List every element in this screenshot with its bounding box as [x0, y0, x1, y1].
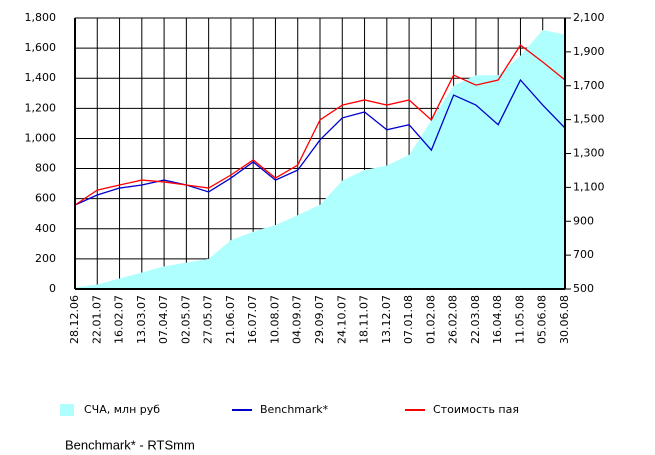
x-tick-label: 21.06.07 — [224, 295, 237, 344]
legend-label: Стоимость пая — [433, 403, 519, 416]
y-tick-label: 1,600 — [25, 41, 57, 54]
y2-tick-label: 1,300 — [573, 147, 605, 160]
y2-tick-label: 700 — [573, 248, 594, 261]
y2-tick-label: 1,700 — [573, 79, 605, 92]
y-tick-label: 400 — [35, 222, 56, 235]
legend-swatch — [60, 404, 74, 416]
x-tick-label: 04.09.07 — [291, 295, 304, 344]
x-tick-label: 27.05.07 — [202, 295, 215, 344]
y-tick-label: 1,400 — [25, 71, 57, 84]
y2-tick-label: 1,500 — [573, 113, 605, 126]
x-tick-label: 05.06.08 — [536, 295, 549, 344]
y-tick-label: 800 — [35, 162, 56, 175]
footnote: Benchmark* - RTSmm — [65, 437, 195, 452]
x-tick-label: 18.11.07 — [358, 295, 371, 344]
x-tick-label: 24.10.07 — [335, 295, 348, 344]
x-tick-label: 02.05.07 — [179, 295, 192, 344]
x-tick-label: 11.05.08 — [513, 295, 526, 344]
y2-tick-label: 900 — [573, 214, 594, 227]
x-tick-label: 01.02.08 — [424, 295, 437, 344]
line — [74, 44, 566, 206]
y2-tick-label: 1,900 — [573, 45, 605, 58]
area — [75, 30, 565, 290]
y2-tick-label: 1,100 — [573, 180, 605, 193]
y-tick-label: 200 — [35, 252, 56, 265]
legend-label: Benchmark* — [260, 403, 329, 416]
x-tick-label: 13.12.07 — [380, 295, 393, 344]
y-tick-label: 1,800 — [25, 11, 57, 24]
x-tick-label: 30.06.08 — [558, 295, 571, 344]
x-tick-label: 28.12.06 — [68, 295, 81, 344]
x-tick-label: 22.01.07 — [90, 295, 103, 344]
x-tick-label: 10.08.07 — [268, 295, 281, 344]
y-tick-label: 1,000 — [25, 131, 57, 144]
x-tick-label: 16.04.08 — [491, 295, 504, 344]
x-tick-label: 16.07.07 — [246, 295, 259, 344]
x-tick-label: 29.09.07 — [313, 295, 326, 344]
x-tick-label: 22.03.08 — [469, 295, 482, 344]
x-tick-label: 07.01.08 — [402, 295, 415, 344]
y-tick-label: 0 — [49, 282, 56, 295]
y-tick-label: 1,200 — [25, 101, 57, 114]
x-tick-label: 07.04.07 — [157, 295, 170, 344]
x-tick-label: 13.03.07 — [135, 295, 148, 344]
y-tick-label: 600 — [35, 192, 56, 205]
x-tick-label: 26.02.08 — [447, 295, 460, 344]
y2-tick-label: 500 — [573, 282, 594, 295]
legend-label: СЧА, млн руб — [84, 403, 160, 416]
x-tick-label: 16.02.07 — [113, 295, 126, 344]
y2-tick-label: 2,100 — [573, 11, 605, 24]
